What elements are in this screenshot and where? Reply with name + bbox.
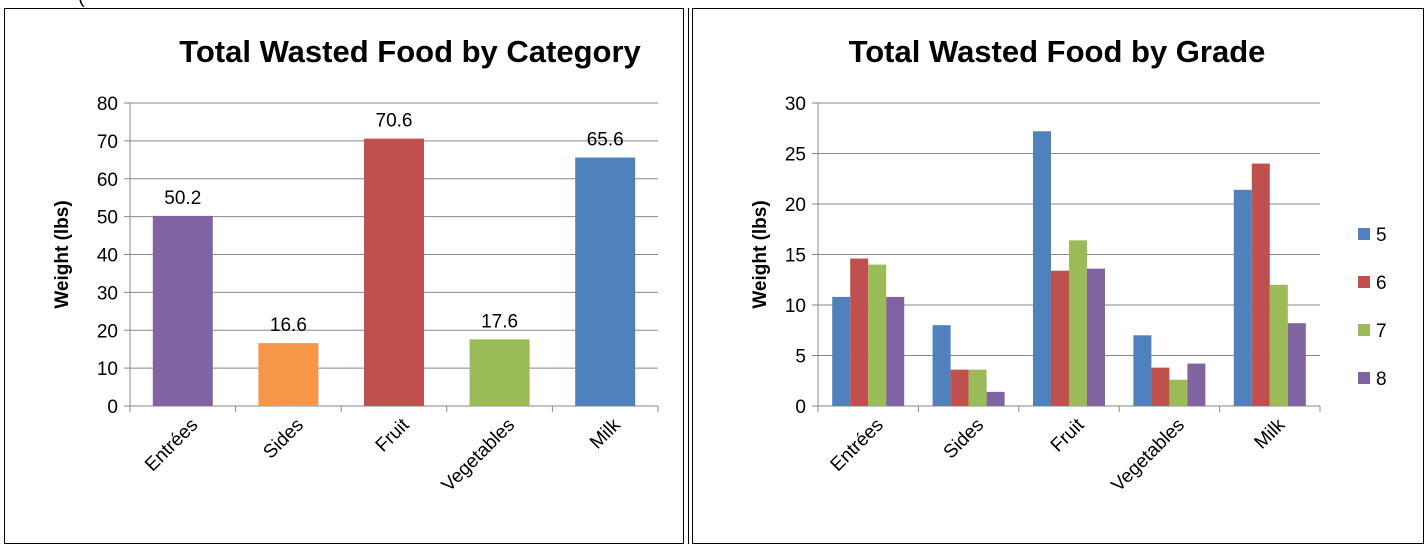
- bar: [364, 138, 424, 407]
- bar-grade-6: [1151, 367, 1170, 406]
- bar-grade-7: [1169, 379, 1188, 406]
- legend-swatch: [1358, 324, 1370, 336]
- y-tick-label: 0: [107, 397, 118, 418]
- y-tick-label: 80: [97, 94, 118, 115]
- y-tick-label: 5: [795, 347, 806, 368]
- legend-swatch: [1358, 276, 1370, 288]
- chart-title: Total Wasted Food by Category: [179, 34, 641, 69]
- bar-grade-8: [1087, 268, 1105, 406]
- bar-grade-6: [850, 258, 869, 406]
- legend-label: 8: [1376, 369, 1387, 390]
- chart-title: Total Wasted Food by Grade: [849, 34, 1266, 69]
- y-axis-title: Weight (lbs): [52, 200, 73, 308]
- y-tick-label: 70: [97, 132, 118, 153]
- category-chart-panel: [4, 8, 684, 544]
- bar-grade-5: [832, 296, 851, 406]
- bar-grade-7: [968, 369, 987, 406]
- bar-grade-8: [986, 391, 1005, 406]
- y-tick-label: 30: [785, 94, 806, 115]
- category-label: Entrées: [827, 415, 888, 476]
- bar-grade-5: [1233, 189, 1252, 406]
- category-label: Sides: [940, 415, 988, 463]
- y-tick-label: 20: [785, 195, 806, 216]
- y-axis-title: Weight (lbs): [750, 200, 771, 308]
- bar-grade-7: [1269, 284, 1288, 406]
- bar-grade-6: [1251, 163, 1270, 406]
- category-label: Fruit: [1047, 414, 1089, 456]
- category-label: Sides: [259, 415, 307, 463]
- bar-grade-6: [1051, 270, 1069, 406]
- bar-grade-5: [1033, 131, 1051, 406]
- header-fragment: (: [78, 0, 85, 9]
- y-tick-label: 10: [785, 296, 806, 317]
- bar-grade-8: [886, 296, 905, 406]
- category-label: Vegetables: [1108, 415, 1189, 496]
- y-tick-label: 60: [97, 170, 118, 191]
- panel-divider: [688, 8, 689, 544]
- y-tick-label: 40: [97, 246, 118, 267]
- category-label: Entrées: [141, 415, 202, 476]
- data-label: 65.6: [587, 130, 624, 151]
- bar-grade-8: [1287, 323, 1306, 406]
- y-tick-label: 20: [97, 321, 118, 342]
- bar: [152, 215, 213, 406]
- bar-grade-5: [1133, 335, 1152, 406]
- bar-grade-7: [1069, 240, 1087, 406]
- legend-label: 7: [1376, 321, 1387, 342]
- y-tick-label: 50: [97, 208, 118, 229]
- data-label: 70.6: [376, 111, 413, 132]
- bar-grade-6: [950, 369, 969, 406]
- category-label: Milk: [1251, 414, 1290, 453]
- legend-swatch: [1358, 372, 1370, 384]
- bar: [575, 157, 636, 406]
- bar: [258, 343, 319, 406]
- bar-grade-5: [932, 325, 951, 406]
- y-tick-label: 0: [795, 397, 806, 418]
- category-label: Fruit: [372, 414, 414, 456]
- data-label: 50.2: [164, 188, 201, 209]
- legend-label: 5: [1376, 225, 1387, 246]
- y-tick-label: 10: [97, 359, 118, 380]
- y-tick-label: 15: [785, 246, 806, 267]
- data-label: 17.6: [481, 311, 518, 332]
- y-tick-label: 30: [97, 283, 118, 304]
- category-label: Milk: [586, 414, 625, 453]
- y-tick-label: 25: [785, 145, 806, 166]
- data-label: 16.6: [270, 315, 307, 336]
- bar: [469, 339, 530, 406]
- category-label: Vegetables: [438, 415, 519, 496]
- bar-grade-7: [868, 264, 887, 406]
- bar-grade-8: [1187, 363, 1206, 406]
- legend-swatch: [1358, 228, 1370, 240]
- legend-label: 6: [1376, 273, 1387, 294]
